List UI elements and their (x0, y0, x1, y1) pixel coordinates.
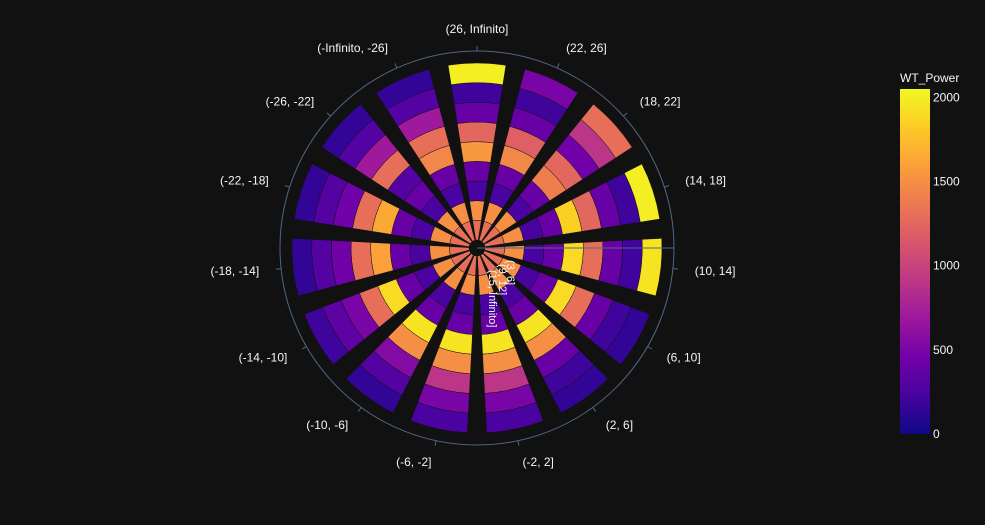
angular-tick-label: (6, 10] (667, 351, 701, 365)
angular-tick-label: (10, 14] (695, 264, 736, 278)
angular-tick-label: (22, 26] (566, 41, 607, 55)
angular-tick-label: (26, Infinito] (446, 22, 509, 36)
angular-tick (623, 112, 628, 117)
colorbar-tick-label: 0 (933, 427, 940, 441)
polar-bar-segment (463, 161, 491, 183)
polar-bar-segment (303, 306, 349, 365)
angular-tick (647, 346, 653, 350)
polar-bar-segment (457, 121, 497, 144)
radial-tick-label: (9, 12] (496, 264, 508, 295)
angular-tick (284, 185, 290, 188)
colorbar-tick-label: 500 (933, 343, 953, 357)
polar-bar-segment (375, 68, 435, 110)
polar-bar-segment (453, 102, 501, 124)
angular-tick (672, 268, 678, 270)
angular-tick (434, 440, 437, 446)
polar-bar-segment (623, 163, 661, 223)
angular-tick (326, 112, 331, 117)
angular-tick-label: (2, 6] (606, 418, 633, 432)
polar-bar-segment (519, 68, 579, 110)
angular-tick-label: (-14, -10] (239, 351, 288, 365)
polar-bar-segment (291, 238, 318, 297)
angular-tick (276, 268, 282, 270)
angular-axis-labels: (26, Infinito] (22, 26] (18, 22] (14, 18] (1… (211, 22, 736, 469)
radial-tick-label: (15, Infinito] (486, 270, 498, 327)
colorbar-tick-label: 1500 (933, 175, 960, 189)
angular-tick (394, 63, 398, 69)
polar-bar-segment (460, 141, 494, 163)
polar-bar-segment (321, 103, 374, 159)
angular-tick (517, 440, 520, 446)
polar-bar-segment (350, 241, 375, 281)
polar-bar-segment (293, 163, 331, 223)
polar-bar-segment (447, 62, 507, 85)
polar-bar-segment (560, 242, 584, 276)
angular-tick-label: (-2, 2] (523, 455, 554, 469)
colorbar-gradient (900, 89, 930, 434)
angular-tick-label: (-Infinito, -26] (317, 41, 388, 55)
polar-bars (291, 62, 663, 434)
angular-tick (357, 407, 362, 412)
colorbar-tick-label: 2000 (933, 90, 960, 104)
polar-bar-segment (466, 180, 488, 202)
polar-bar-segment (551, 364, 609, 414)
colorbar-ticks: 0 500 1000 1500 2000 (933, 90, 960, 441)
radial-tick-label: (3, 6] (504, 260, 516, 285)
polar-bar-segment (579, 241, 604, 281)
angular-tick-label: (18, 22] (640, 94, 681, 108)
polar-bar-segment (390, 243, 413, 271)
angular-tick (301, 346, 307, 350)
radial-axis-labels: (3, 6](9, 12](15, Infinito] (486, 260, 516, 327)
polar-bar-segment (429, 245, 451, 261)
polar-bar-segment (345, 364, 403, 414)
angular-tick-label: (-26, -22] (266, 94, 315, 108)
angular-tick-label: (-18, -14] (211, 264, 260, 278)
angular-tick (664, 185, 670, 188)
angular-tick-label: (-10, -6] (306, 418, 348, 432)
polar-bar-segment (410, 402, 469, 434)
angular-tick-label: (14, 18] (685, 173, 726, 187)
polar-bar-segment (605, 306, 651, 365)
colorbar: WT_Power 0 500 1000 1500 2000 (900, 71, 960, 441)
angular-tick (592, 407, 597, 412)
colorbar-tick-label: 1000 (933, 259, 960, 273)
angular-tick-label: (-6, -2] (396, 455, 431, 469)
polar-bar-segment (469, 200, 485, 221)
polar-bar-segment (450, 82, 504, 105)
polar-bar-segment (409, 244, 432, 266)
polar-bar-segment (580, 103, 633, 159)
angular-tick (556, 63, 560, 69)
colorbar-title: WT_Power (900, 71, 959, 85)
polar-bar-segment (485, 402, 544, 434)
polar-bar-segment (370, 242, 394, 276)
angular-tick-label: (-22, -18] (220, 173, 269, 187)
